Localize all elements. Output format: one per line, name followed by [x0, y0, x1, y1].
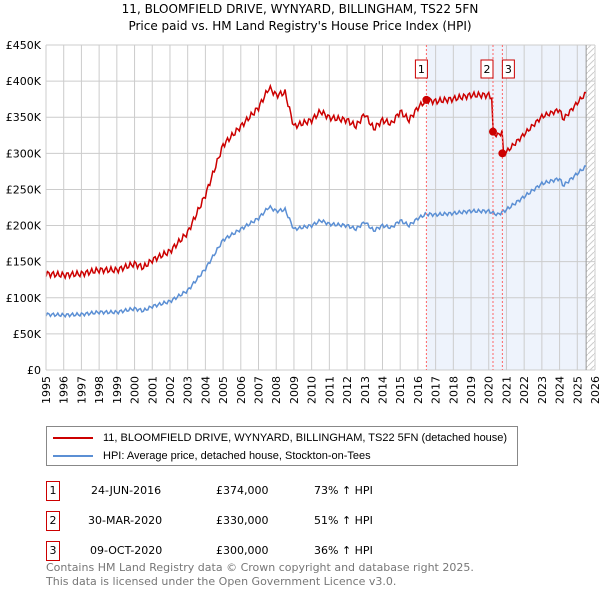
sale-price: £300,000 — [216, 544, 269, 557]
sale-date: 09-OCT-2020 — [90, 544, 163, 557]
sale-label: 1 — [418, 63, 425, 76]
footer-copyright: Contains HM Land Registry data © Crown c… — [46, 561, 474, 574]
sale-hpi-diff: 73% ↑ HPI — [314, 484, 373, 497]
x-tick-label: 2017 — [430, 376, 443, 404]
footer-licence: This data is licensed under the Open Gov… — [46, 575, 397, 588]
x-tick-label: 2019 — [465, 376, 478, 404]
x-tick-label: 2014 — [376, 376, 389, 404]
sale-hpi-diff: 51% ↑ HPI — [314, 514, 373, 527]
y-tick-label: £400K — [6, 75, 42, 88]
x-tick-label: 2013 — [359, 376, 372, 404]
sale-label: 3 — [505, 63, 512, 76]
x-tick-label: 2000 — [129, 376, 142, 404]
y-tick-label: £100K — [6, 292, 42, 305]
sale-hpi-diff: 36% ↑ HPI — [314, 544, 373, 557]
y-tick-label: £350K — [6, 111, 42, 124]
x-tick-label: 1998 — [93, 376, 106, 404]
y-tick-label: £0 — [27, 364, 41, 377]
x-tick-label: 1999 — [111, 376, 124, 404]
legend: 11, BLOOMFIELD DRIVE, WYNYARD, BILLINGHA… — [46, 426, 518, 466]
chart-title: 11, BLOOMFIELD DRIVE, WYNYARD, BILLINGHA… — [121, 2, 479, 16]
x-tick-label: 2006 — [235, 376, 248, 404]
legend-swatch-red — [53, 437, 93, 439]
x-tick-label: 2021 — [500, 376, 513, 404]
x-tick-label: 2002 — [164, 376, 177, 404]
y-tick-label: £150K — [6, 256, 42, 269]
x-tick-label: 2025 — [571, 376, 584, 404]
x-tick-label: 2020 — [483, 376, 496, 404]
hpi-line — [45, 165, 587, 319]
y-tick-label: £200K — [6, 220, 42, 233]
x-tick-label: 2023 — [536, 376, 549, 404]
property-price-line — [45, 83, 587, 281]
y-tick-label: £250K — [6, 183, 42, 196]
sale-label: 2 — [483, 63, 490, 76]
sale-point — [498, 149, 507, 158]
sale-number: 1 — [46, 481, 60, 501]
sale-price: £330,000 — [216, 514, 269, 527]
x-tick-label: 2004 — [199, 376, 212, 404]
x-tick-label: 1997 — [75, 376, 88, 404]
x-tick-label: 2018 — [447, 376, 460, 404]
x-tick-label: 2011 — [323, 376, 336, 404]
legend-item-property: 11, BLOOMFIELD DRIVE, WYNYARD, BILLINGHA… — [53, 431, 507, 445]
x-tick-label: 2016 — [412, 376, 425, 404]
x-tick-label: 2010 — [306, 376, 319, 404]
legend-swatch-blue — [53, 455, 93, 457]
sale-label-box — [414, 59, 428, 79]
sale-date: 24-JUN-2016 — [91, 484, 162, 497]
sale-row: 3 09-OCT-2020 £300,000 36% ↑ HPI — [46, 541, 546, 561]
y-tick-label: £450K — [6, 39, 42, 52]
x-tick-label: 2008 — [270, 376, 283, 404]
sale-point — [488, 127, 497, 136]
sale-label-box — [480, 59, 494, 79]
plot-area: £0 £50K £100K £150K £200K £250K £300K £350K £400… — [6, 39, 600, 404]
sale-date: 30-MAR-2020 — [88, 514, 163, 527]
sale-row: 1 24-JUN-2016 £374,000 73% ↑ HPI — [46, 481, 546, 501]
x-tick-label: 2001 — [146, 376, 159, 404]
x-tick-label: 2003 — [182, 376, 195, 404]
x-tick-label: 2007 — [253, 376, 266, 404]
x-tick-label: 2022 — [518, 376, 531, 404]
hatched-region — [586, 45, 595, 370]
x-tick-label: 2009 — [288, 376, 301, 404]
legend-label: 11, BLOOMFIELD DRIVE, WYNYARD, BILLINGHA… — [103, 432, 508, 444]
legend-item-hpi: HPI: Average price, detached house, Stoc… — [53, 449, 371, 463]
x-tick-label: 2005 — [217, 376, 230, 404]
y-tick-label: £50K — [13, 328, 42, 341]
legend-label: HPI: Average price, detached house, Stoc… — [103, 450, 371, 462]
sale-price: £374,000 — [216, 484, 269, 497]
x-tick-label: 2026 — [589, 376, 600, 404]
x-tick-label: 2024 — [554, 376, 567, 404]
x-tick-label: 1996 — [58, 376, 71, 404]
sale-number: 3 — [46, 541, 60, 561]
y-tick-label: £300K — [6, 147, 42, 160]
x-tick-label: 2015 — [394, 376, 407, 404]
x-tick-label: 2012 — [341, 376, 354, 404]
sale-point — [422, 95, 431, 104]
sale-number: 2 — [46, 511, 60, 531]
sale-label-box — [501, 59, 515, 79]
x-tick-label: 1995 — [40, 376, 53, 404]
sale-row: 2 30-MAR-2020 £330,000 51% ↑ HPI — [46, 511, 546, 531]
chart-subtitle: Price paid vs. HM Land Registry's House … — [128, 19, 472, 33]
